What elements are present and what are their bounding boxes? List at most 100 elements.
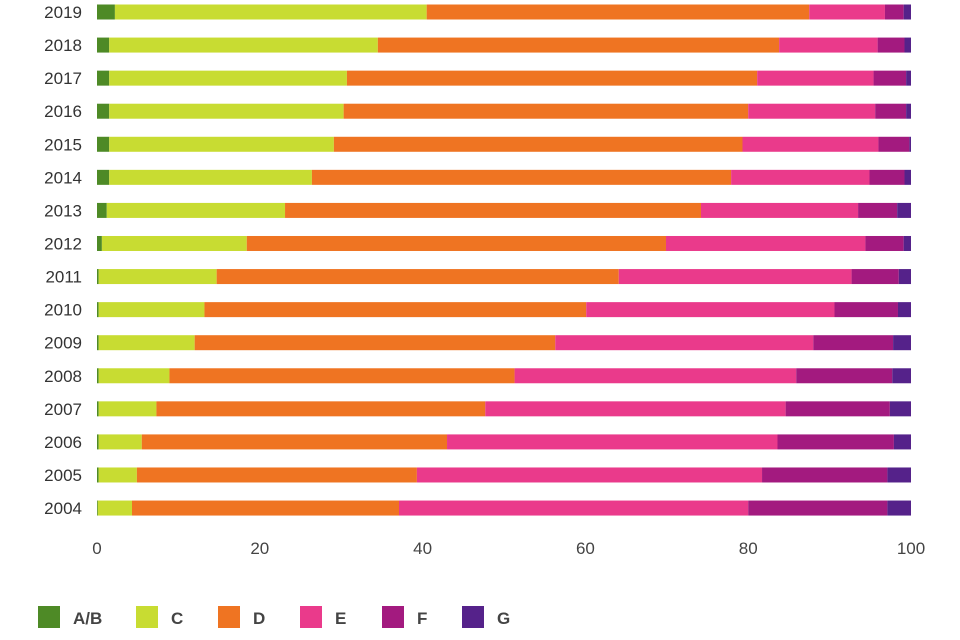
bar-rows: 2019 2018 2017 2016 2015 2014 2013 2012 2011 2010… [44,3,911,518]
bar-segment-2006-f [777,434,894,450]
bar-segment-2010-g [897,302,911,318]
bar-segment-2018-e [779,37,878,53]
bar-segment-2016-f [875,103,907,119]
x-tick-80: 80 [739,539,758,558]
bar-segment-2011-d [216,269,619,285]
bar-segment-2008-e [514,368,797,384]
bar-segment-2016-g [906,103,911,119]
year-label-2004: 2004 [44,499,82,518]
bar-segment-2008-g [892,368,911,384]
bar-segment-2017-g [906,70,911,86]
bar-segment-2015-f [878,136,910,152]
year-label-2013: 2013 [44,201,82,220]
bar-segment-2004-g [887,500,911,516]
bar-segment-2006-e [447,434,778,450]
bar-segment-2008-ab [97,368,99,384]
legend-swatch-f [382,606,404,628]
bar-segment-2007-c [98,401,157,417]
bar-segment-2005-c [98,467,137,483]
year-label-2006: 2006 [44,433,82,452]
legend-label-c: C [171,609,183,628]
legend-label-e: E [335,609,346,628]
x-tick-20: 20 [250,539,269,558]
bar-segment-2005-e [416,467,763,483]
bar-segment-2009-ab [97,335,99,351]
bar-segment-2008-f [796,368,893,384]
bar-segment-2018-d [377,37,780,53]
bar-segment-2004-f [748,500,888,516]
year-label-2016: 2016 [44,102,82,121]
bar-segment-2017-ab [97,70,110,86]
legend-swatch-c [136,606,158,628]
bar-segment-2005-ab [97,467,99,483]
bar-segment-2014-d [311,169,732,185]
year-label-2008: 2008 [44,367,82,386]
bar-segment-2014-f [869,169,905,185]
year-label-2015: 2015 [44,135,82,154]
bar-segment-2005-d [136,467,417,483]
bar-segment-2011-f [851,269,899,285]
bar-segment-2015-ab [97,136,110,152]
bar-segment-2018-c [109,37,378,53]
bar-segment-2007-f [785,401,890,417]
year-label-2019: 2019 [44,3,82,22]
bar-segment-2009-f [813,335,894,351]
bar-segment-2010-d [204,302,587,318]
year-label-2009: 2009 [44,334,82,353]
bar-segment-2004-d [132,500,399,516]
bar-segment-2012-ab [97,235,102,251]
bar-segment-2005-f [762,467,888,483]
year-label-2014: 2014 [44,168,82,187]
bar-segment-2015-c [109,136,334,152]
bar-segment-2015-e [742,136,879,152]
bar-segment-2019-e [809,4,885,20]
bar-segment-2014-g [904,169,911,185]
bar-segment-2019-f [884,4,904,20]
bar-segment-2016-ab [97,103,110,119]
bar-segment-2010-f [834,302,898,318]
legend: A/B C D E F G [38,606,510,628]
bar-segment-2011-g [898,269,911,285]
bar-segment-2015-g [909,136,911,152]
bar-segment-2009-d [194,335,556,351]
bar-segment-2004-ab [97,500,98,516]
bar-segment-2012-e [665,235,866,251]
x-axis-ticks: 0 20 40 60 80 100 [92,539,925,558]
legend-label-ab: A/B [73,609,102,628]
bar-segment-2004-e [398,500,749,516]
x-tick-60: 60 [576,539,595,558]
year-label-2012: 2012 [44,234,82,253]
bar-segment-2006-d [141,434,448,450]
bar-segment-2009-c [98,335,195,351]
bar-segment-2013-e [700,202,859,218]
bar-segment-2012-c [101,235,247,251]
bar-segment-2010-c [98,302,205,318]
bar-segment-2011-c [98,269,217,285]
bar-segment-2017-f [873,70,907,86]
bar-segment-2010-e [586,302,835,318]
bar-segment-2008-d [169,368,515,384]
x-tick-40: 40 [413,539,432,558]
bar-segment-2017-c [109,70,347,86]
bar-segment-2013-d [285,202,701,218]
bar-segment-2007-g [889,401,911,417]
legend-swatch-e [300,606,322,628]
legend-swatch-ab [38,606,60,628]
bar-segment-2016-d [343,103,749,119]
bar-segment-2012-g [903,235,911,251]
bar-segment-2018-g [904,37,911,53]
bar-segment-2018-f [877,37,905,53]
legend-swatch-d [218,606,240,628]
x-tick-0: 0 [92,539,101,558]
year-label-2011: 2011 [45,268,82,287]
bar-segment-2009-e [555,335,814,351]
bar-segment-2017-e [757,70,874,86]
bar-segment-2019-g [903,4,911,20]
bar-segment-2017-d [346,70,758,86]
bar-segment-2019-ab [97,4,115,20]
bar-segment-2015-d [333,136,743,152]
bar-segment-2006-ab [97,434,99,450]
bar-segment-2019-c [114,4,427,20]
bar-segment-2006-c [98,434,142,450]
